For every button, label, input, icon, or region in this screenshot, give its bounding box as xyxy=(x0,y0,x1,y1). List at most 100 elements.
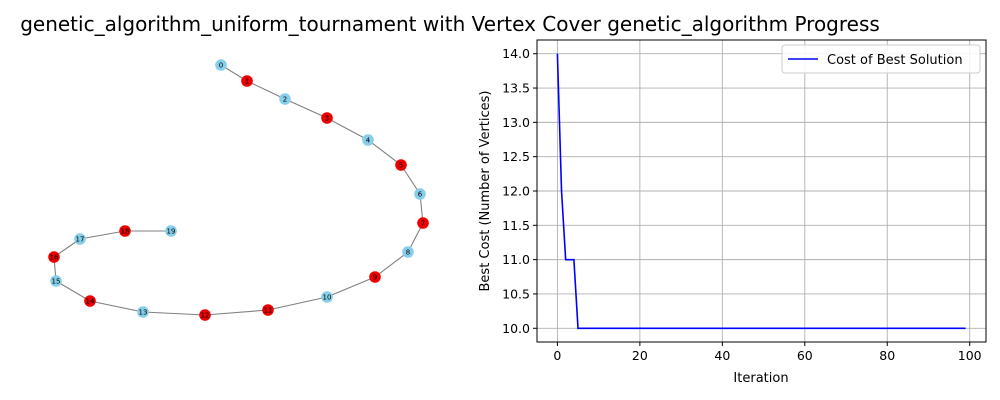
graph-edge-4-5 xyxy=(367,139,402,166)
graph-node-marker xyxy=(215,59,227,71)
graph-edge-3-4 xyxy=(326,117,369,141)
graph-node-marker xyxy=(48,251,60,263)
graph-node-marker xyxy=(74,233,86,245)
graph-node-14: 14 xyxy=(84,295,96,307)
graph-node-marker xyxy=(119,225,131,237)
graph-node-9: 9 xyxy=(369,271,381,283)
graph-node-2: 2 xyxy=(279,93,291,105)
graph-node-marker xyxy=(321,112,333,124)
graph-edges xyxy=(53,64,424,316)
series-line-cost-of-best-solution xyxy=(556,53,966,330)
graph-node-8: 8 xyxy=(402,246,414,258)
graph-node-18: 18 xyxy=(119,225,131,237)
graph-node-12: 12 xyxy=(199,309,211,321)
graph-node-marker xyxy=(369,271,381,283)
graph-node-label: 2 xyxy=(283,95,287,103)
graph-node-label: 11 xyxy=(264,306,273,314)
legend: Cost of Best Solution xyxy=(781,44,981,74)
graph-node-15: 15 xyxy=(50,275,62,287)
graph-node-marker xyxy=(241,75,253,87)
graph-node-marker xyxy=(279,93,291,105)
graph-node-1: 1 xyxy=(241,75,253,87)
graph-node-label: 10 xyxy=(323,293,332,301)
x-tick-label: 80 xyxy=(879,348,895,363)
graph-node-label: 8 xyxy=(406,248,410,256)
graph-node-marker xyxy=(362,134,374,146)
legend-label: Cost of Best Solution xyxy=(827,53,963,68)
y-tick-label: 11.0 xyxy=(502,252,530,267)
y-tick-label: 14.0 xyxy=(502,46,530,61)
graph-node-label: 0 xyxy=(219,61,223,69)
x-tick-label: 60 xyxy=(797,348,813,363)
graph-node-4: 4 xyxy=(362,134,374,146)
y-tick-label: 12.5 xyxy=(502,149,530,164)
graph-edge-13-14 xyxy=(89,300,144,313)
graph-node-marker xyxy=(321,291,333,303)
line-chart-panel: 0 20 40 60 80 100 10.0 10.5 11.0 11.5 12.0 12.5 13.0… xyxy=(478,39,987,386)
y-tick-label: 10.0 xyxy=(502,321,530,336)
y-tick-label: 13.0 xyxy=(502,115,530,130)
graph-node-6: 6 xyxy=(414,188,426,200)
graph-edge-12-13 xyxy=(142,311,206,316)
graph-node-5: 5 xyxy=(395,159,407,171)
graph-node-marker xyxy=(417,217,429,229)
graph-node-marker xyxy=(199,309,211,321)
graph-node-marker xyxy=(84,295,96,307)
graph-edge-14-15 xyxy=(55,280,91,302)
graph-node-label: 17 xyxy=(76,235,85,243)
graph-node-label: 13 xyxy=(139,308,148,316)
graph-node-label: 9 xyxy=(373,273,377,281)
x-tick-label: 0 xyxy=(553,348,561,363)
graph-node-7: 7 xyxy=(417,217,429,229)
graph-edge-9-10 xyxy=(326,276,376,298)
graph-node-19: 19 xyxy=(165,225,177,237)
graph-node-label: 1 xyxy=(245,77,249,85)
graph-edge-2-3 xyxy=(284,98,328,119)
graph-node-marker xyxy=(165,225,177,237)
y-axis-label: Best Cost (Number of Vertices) xyxy=(478,91,493,292)
graph-node-marker xyxy=(395,159,407,171)
graph-node-label: 15 xyxy=(52,277,61,285)
grid-layer xyxy=(537,40,986,342)
graph-node-label: 7 xyxy=(421,219,425,227)
graph-node-marker xyxy=(50,275,62,287)
figure-title: genetic_algorithm_uniform_tournament wit… xyxy=(20,12,880,36)
tick-layer: 0 20 40 60 80 100 10.0 10.5 11.0 11.5 12.0 12.5 13.0… xyxy=(502,46,982,363)
graph-edge-10-11 xyxy=(267,296,328,311)
graph-node-16: 16 xyxy=(48,251,60,263)
graph-node-label: 14 xyxy=(86,297,95,305)
graph-node-label: 3 xyxy=(325,114,329,122)
x-tick-label: 100 xyxy=(958,348,982,363)
graph-node-marker xyxy=(137,306,149,318)
x-tick-label: 20 xyxy=(632,348,648,363)
x-axis-label: Iteration xyxy=(733,371,788,386)
graph-node-0: 0 xyxy=(215,59,227,71)
y-tick-label: 13.5 xyxy=(502,81,530,96)
graph-node-3: 3 xyxy=(321,112,333,124)
graph-node-label: 12 xyxy=(201,311,210,319)
x-tick-label: 40 xyxy=(714,348,730,363)
graph-node-marker xyxy=(402,246,414,258)
graph-node-10: 10 xyxy=(321,291,333,303)
graph-edge-8-9 xyxy=(374,251,409,278)
graph-node-11: 11 xyxy=(262,304,274,316)
y-tick-label: 10.5 xyxy=(502,286,530,301)
graph-node-17: 17 xyxy=(74,233,86,245)
graph-node-label: 18 xyxy=(121,227,130,235)
graph-node-label: 19 xyxy=(167,227,176,235)
graph-edge-11-12 xyxy=(204,309,269,316)
graph-node-13: 13 xyxy=(137,306,149,318)
graph-node-label: 6 xyxy=(418,190,423,198)
y-tick-label: 12.0 xyxy=(502,184,530,199)
y-tick-label: 11.5 xyxy=(502,218,530,233)
graph-edge-1-2 xyxy=(246,80,286,100)
graph-edge-17-18 xyxy=(79,230,126,240)
graph-node-label: 5 xyxy=(399,161,403,169)
graph-node-marker xyxy=(262,304,274,316)
graph-node-marker xyxy=(414,188,426,200)
graph-node-label: 4 xyxy=(366,136,371,144)
graph-node-label: 16 xyxy=(50,253,59,261)
